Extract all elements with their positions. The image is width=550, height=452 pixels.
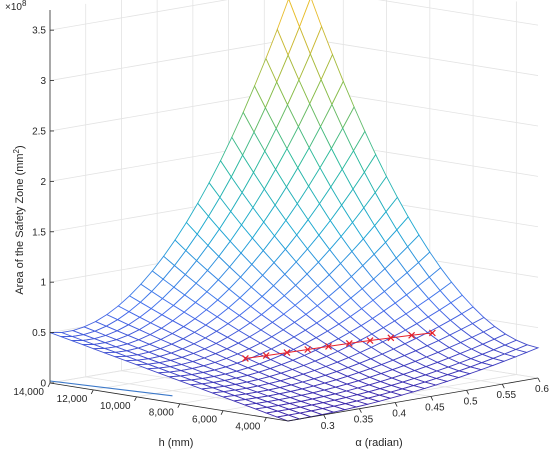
z-tick-label: 3: [40, 76, 46, 87]
y-tick-mark: [537, 377, 541, 383]
x-tick-mark: [90, 389, 94, 395]
z-tick-label: 1.5: [32, 227, 46, 238]
x-tick-label: 10,000: [100, 401, 131, 412]
z-axis-label: Area of the Safety Zone (mm2): [12, 145, 26, 294]
z-tick-label: 1: [40, 278, 46, 289]
x-tick-label: 8,000: [149, 408, 174, 419]
y-tick-label: 0.4: [392, 409, 406, 420]
y-tick-label: 0.5: [464, 396, 478, 407]
x-tick-mark: [220, 410, 224, 415]
marker-line: [349, 340, 371, 344]
y-axis-line: [287, 377, 539, 422]
z-tick-label: 2: [40, 177, 46, 188]
y-tick-mark: [501, 383, 505, 389]
x-tick-label: 12,000: [57, 394, 88, 405]
marker-line: [266, 352, 288, 357]
y-tick-label: 0.6: [535, 384, 549, 395]
x-axis-line: [49, 382, 289, 422]
z-exponent: ×108: [5, 0, 27, 13]
z-tick-label: 0: [40, 379, 46, 390]
y-tick-label: 0.45: [425, 402, 445, 413]
x-tick-label: 14,000: [13, 387, 44, 398]
y-tick-mark: [466, 390, 469, 395]
x-tick-mark: [264, 417, 267, 422]
marker-line: [307, 345, 329, 350]
x-tick-mark: [134, 396, 137, 401]
axes: 0 0.5 1 1.5 2 2.5 3 3.5 4,000 6,000 8,000 10,000 12,…: [13, 10, 549, 433]
y-tick-mark: [430, 396, 434, 401]
surface-mesh: [49, 0, 540, 422]
marker-line: [390, 334, 412, 339]
y-axis-label: α (radian): [355, 437, 402, 449]
grid-line-z: [49, 0, 539, 31]
floor-line: [49, 380, 173, 397]
marker-line: [245, 355, 267, 359]
y-tick-mark: [394, 402, 398, 407]
z-tick-label: 3.5: [32, 26, 46, 37]
y-tick-label: 0.35: [354, 415, 374, 426]
x-tick-mark: [47, 382, 51, 388]
marker-line: [328, 342, 350, 347]
x-tick-label: 6,000: [192, 415, 217, 426]
y-tick-label: 0.3: [321, 421, 335, 432]
marker-line: [411, 332, 433, 336]
y-tick-label: 0.55: [497, 390, 517, 401]
marker-line: [370, 337, 391, 342]
marker-series: [241, 329, 436, 362]
x-tick-label: 4,000: [235, 422, 260, 433]
x-tick-mark: [177, 403, 181, 408]
marker-line: [286, 348, 308, 354]
z-tick-label: 2.5: [32, 126, 46, 137]
y-tick-mark: [359, 408, 362, 413]
x-axis-label: h (mm): [159, 437, 194, 449]
z-tick-label: 0.5: [32, 328, 46, 339]
y-tick-mark: [323, 414, 327, 420]
